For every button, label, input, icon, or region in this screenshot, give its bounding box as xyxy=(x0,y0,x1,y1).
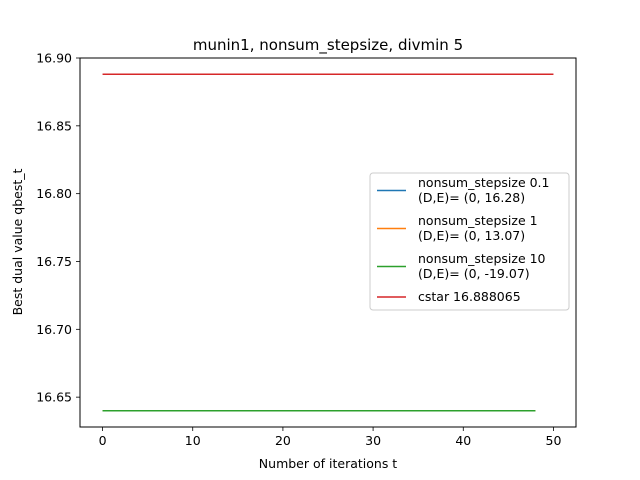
x-tick-label: 0 xyxy=(99,433,107,448)
y-axis: 16.65 16.70 16.75 16.80 16.85 16.90 xyxy=(36,51,80,405)
x-tick-label: 10 xyxy=(185,433,201,448)
legend-label: nonsum_stepsize 0.1 xyxy=(418,175,549,190)
y-tick-label: 16.65 xyxy=(36,390,72,405)
x-tick-label: 40 xyxy=(455,433,471,448)
y-tick-label: 16.90 xyxy=(36,51,72,66)
y-axis-label: Best dual value qbest_t xyxy=(10,168,25,315)
y-tick-label: 16.70 xyxy=(36,322,72,337)
x-axis-label: Number of iterations t xyxy=(259,456,398,471)
legend-frame xyxy=(369,172,570,311)
legend-entry-2: nonsum_stepsize 1(D,E)= (0, 13.07) xyxy=(377,213,538,243)
y-tick-label: 16.80 xyxy=(36,186,72,201)
legend-label: nonsum_stepsize 10 xyxy=(418,251,546,266)
legend-entry-3: nonsum_stepsize 10(D,E)= (0, -19.07) xyxy=(377,251,546,281)
y-tick-label: 16.85 xyxy=(36,118,72,133)
x-axis: 0 10 20 30 40 50 xyxy=(99,427,562,448)
legend-label: nonsum_stepsize 1 xyxy=(418,213,538,228)
x-tick-label: 30 xyxy=(365,433,381,448)
legend-entry-4: cstar 16.888065 xyxy=(377,289,521,304)
legend-label: cstar 16.888065 xyxy=(418,289,521,304)
x-tick-label: 50 xyxy=(546,433,562,448)
x-tick-label: 20 xyxy=(275,433,291,448)
legend-label: (D,E)= (0, 13.07) xyxy=(418,228,525,243)
legend-entry-1: nonsum_stepsize 0.1(D,E)= (0, 16.28) xyxy=(377,175,549,205)
chart-title: munin1, nonsum_stepsize, divmin 5 xyxy=(193,36,463,55)
legend: nonsum_stepsize 0.1(D,E)= (0, 16.28)nons… xyxy=(369,172,570,311)
series-layer xyxy=(102,73,554,412)
plot-area-frame xyxy=(79,57,577,428)
legend-label: (D,E)= (0, 16.28) xyxy=(418,190,525,205)
legend-label: (D,E)= (0, -19.07) xyxy=(418,266,530,281)
legend-entries: nonsum_stepsize 0.1(D,E)= (0, 16.28)nons… xyxy=(377,175,549,304)
y-tick-label: 16.75 xyxy=(36,254,72,269)
